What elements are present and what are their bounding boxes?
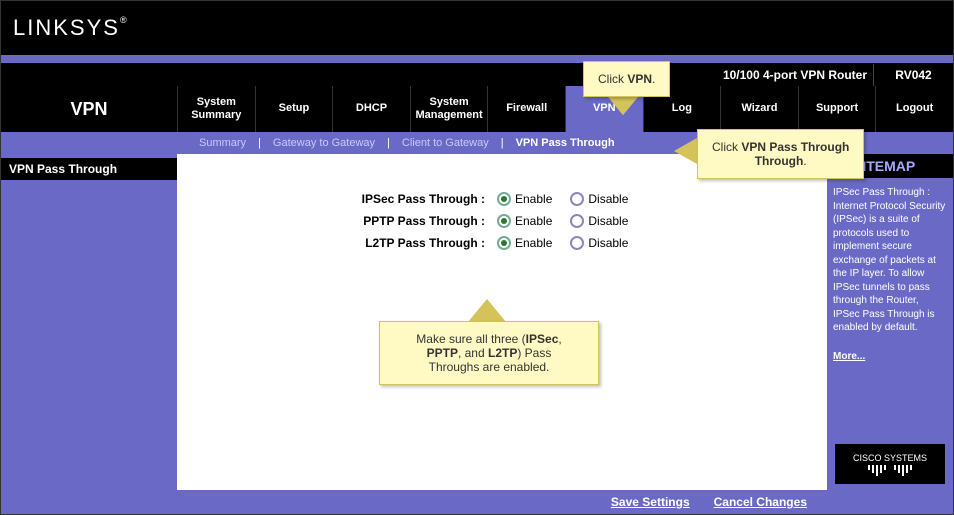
radio-disable-label: Disable — [588, 214, 628, 228]
radio-disable[interactable] — [570, 214, 584, 228]
main-nav: VPN SystemSummarySetupDHCPSystemManageme… — [1, 86, 953, 132]
logo-text: LINKSYS — [13, 15, 120, 40]
radio-group: Enable Disable — [497, 214, 628, 228]
radio-enable-label: Enable — [515, 236, 552, 250]
radio-group: Enable Disable — [497, 236, 628, 250]
callout-click-vpn: Click VPN. — [583, 61, 670, 97]
radio-enable[interactable] — [497, 236, 511, 250]
option-label: L2TP Pass Through : — [217, 236, 497, 250]
c3-s3: ) Pass — [517, 346, 551, 360]
option-row-1: PPTP Pass Through : Enable Disable — [217, 214, 787, 228]
footer-bar: Save Settings Cancel Changes — [177, 490, 827, 514]
option-label: PPTP Pass Through : — [217, 214, 497, 228]
radio-enable-label: Enable — [515, 192, 552, 206]
callout2-arrow-left-icon — [675, 139, 697, 163]
callout1-bold: VPN — [627, 72, 652, 86]
subnav-client-to-gateway[interactable]: Client to Gateway — [390, 137, 501, 149]
cisco-bars-icon — [868, 465, 912, 476]
option-label: IPSec Pass Through : — [217, 192, 497, 206]
callout3-arrow-up-icon — [469, 299, 505, 321]
nav-items: SystemSummarySetupDHCPSystemManagementFi… — [177, 86, 953, 132]
option-row-0: IPSec Pass Through : Enable Disable — [217, 192, 787, 206]
c3-line2: Throughs are enabled. — [429, 360, 550, 374]
cisco-logo: CISCO SYSTEMS — [835, 444, 945, 484]
radio-disable-label: Disable — [588, 192, 628, 206]
linksys-logo: LINKSYS® — [13, 15, 129, 41]
c3-s2: , and — [458, 346, 488, 360]
nav-support[interactable]: Support — [798, 86, 876, 132]
radio-disable[interactable] — [570, 192, 584, 206]
nav-system[interactable]: SystemSummary — [177, 86, 255, 132]
callout2-bold2: Through — [755, 154, 804, 168]
c3-s1: , — [558, 332, 561, 346]
radio-disable-label: Disable — [588, 236, 628, 250]
more-link[interactable]: More... — [833, 351, 865, 362]
nav-system[interactable]: SystemManagement — [410, 86, 488, 132]
c3-b3: L2TP — [488, 346, 517, 360]
logo-bar: LINKSYS® — [1, 1, 953, 55]
nav-wizard[interactable]: Wizard — [720, 86, 798, 132]
nav-logout[interactable]: Logout — [875, 86, 953, 132]
cancel-changes-button[interactable]: Cancel Changes — [714, 495, 807, 509]
header-row: 10/100 4-port VPN Router RV042 — [1, 63, 953, 86]
cisco-text: CISCO SYSTEMS — [853, 453, 927, 463]
help-text: IPSec Pass Through : Internet Protocol S… — [827, 178, 953, 343]
nav-setup[interactable]: Setup — [255, 86, 333, 132]
radio-group: Enable Disable — [497, 192, 628, 206]
callout2-post: . — [803, 154, 806, 168]
subnav-gateway-to-gateway[interactable]: Gateway to Gateway — [261, 137, 387, 149]
callout-click-passthrough: Click VPN Pass ThroughThrough. — [697, 129, 864, 179]
c3-b2: PPTP — [427, 346, 458, 360]
radio-enable[interactable] — [497, 192, 511, 206]
router-admin-frame: LINKSYS® 10/100 4-port VPN Router RV042 … — [0, 0, 954, 515]
callout1-post: . — [652, 72, 655, 86]
radio-enable-label: Enable — [515, 214, 552, 228]
option-row-2: L2TP Pass Through : Enable Disable — [217, 236, 787, 250]
left-column: VPN Pass Through — [1, 154, 177, 515]
logo-reg: ® — [120, 15, 129, 25]
model-number: RV042 — [873, 64, 953, 86]
callout2-bold: VPN Pass Through — [741, 140, 849, 154]
c3-pre: Make sure all three ( — [416, 332, 525, 346]
section-title: VPN — [1, 86, 177, 132]
subnav-vpn-pass-through[interactable]: VPN Pass Through — [504, 137, 627, 149]
nav-dhcp[interactable]: DHCP — [332, 86, 410, 132]
callout2-pre: Click — [712, 140, 741, 154]
nav-firewall[interactable]: Firewall — [487, 86, 565, 132]
page-label: VPN Pass Through — [1, 158, 177, 180]
gap — [1, 55, 953, 63]
device-name: 10/100 4-port VPN Router — [723, 68, 873, 82]
c3-b1: IPSec — [526, 332, 559, 346]
callout1-pre: Click — [598, 72, 627, 86]
radio-disable[interactable] — [570, 236, 584, 250]
callout-enable-all: Make sure all three (IPSec, PPTP, and L2… — [379, 321, 599, 385]
subnav-summary[interactable]: Summary — [187, 137, 258, 149]
radio-enable[interactable] — [497, 214, 511, 228]
save-settings-button[interactable]: Save Settings — [611, 495, 690, 509]
